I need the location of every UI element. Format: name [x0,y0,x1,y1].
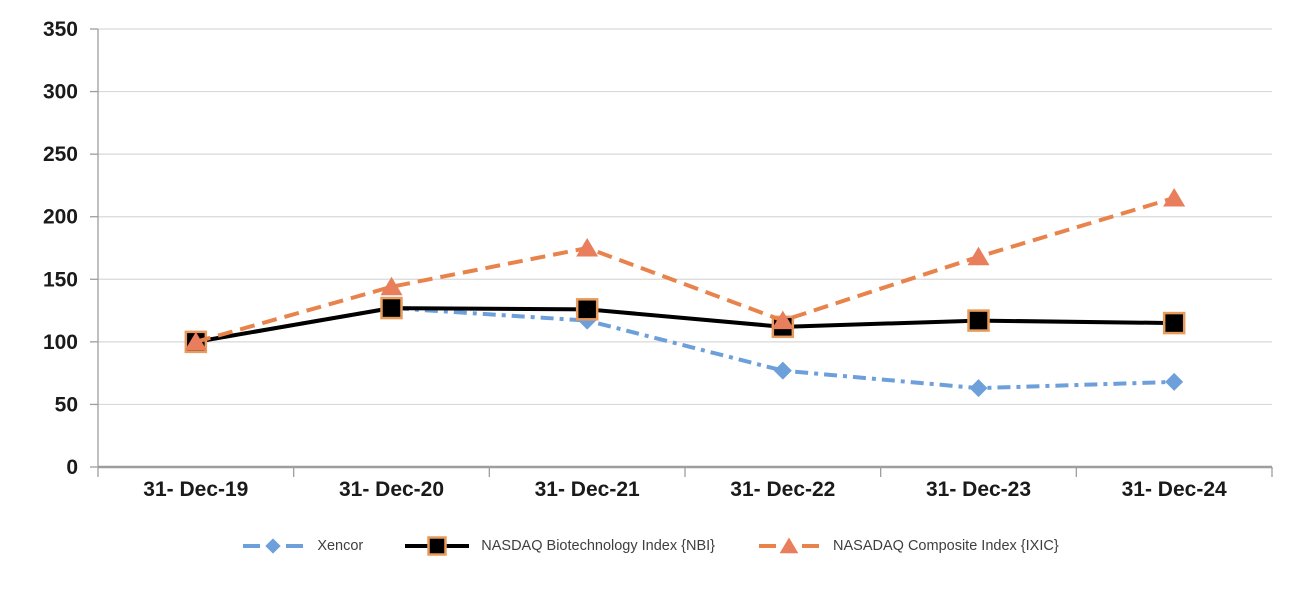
data-point-diamond [1165,372,1184,391]
x-tick-label: 31- Dec-20 [339,478,444,501]
series-xencor [186,299,1184,398]
y-tick-label: 0 [66,456,78,479]
legend-label: Xencor [317,538,364,554]
y-tick-label: 100 [43,331,78,354]
y-tick-label: 350 [43,18,78,41]
data-point-triangle [779,537,799,554]
data-point-diamond [773,361,792,380]
data-point-triangle [576,238,599,257]
y-tick-label: 150 [43,268,78,291]
y-tick-label: 200 [43,206,78,229]
data-point-square [575,298,599,321]
data-point-diamond [265,538,281,554]
legend-marker-square-icon [405,536,470,556]
legend-marker-diamond-icon [243,538,304,554]
series-line [195,196,1175,344]
series-nasadaq-composite-index-ixic [184,187,1186,351]
legend-item-nasdaq-biotechnology-index-nbi: NASDAQ Biotechnology Index {NBI} [405,533,715,559]
legend-label: NASDAQ Biotechnology Index {NBI} [481,538,716,554]
data-point-triangle [771,310,794,330]
y-tick-label: 250 [43,143,78,166]
x-tick-label: 31- Dec-24 [1122,478,1227,501]
y-tick-label: 300 [43,81,78,104]
y-tick-label: 50 [55,393,78,416]
series-line [195,306,1175,344]
chart-legend: Xencor NASDAQ Biotechnology Index {NBI} NA… [0,533,1300,559]
data-point-square [427,536,448,556]
x-tick-label: 31- Dec-22 [730,478,835,501]
legend-label: NASADAQ Composite Index {IXIC} [833,538,1059,554]
data-point-triangle [1163,187,1186,207]
legend-item-nasadaq-composite-index-ixic: NASADAQ Composite Index {IXIC} [757,533,1059,559]
x-tick-label: 31- Dec-23 [926,478,1031,501]
plot-area: 0 50 100 150 200 250 300 350 31- Dec-19 31- Dec-2… [43,18,1273,501]
data-point-square [380,296,403,320]
x-tick-label: 31- Dec-21 [535,478,640,501]
data-point-triangle [380,276,403,296]
data-point-triangle [967,246,990,266]
x-tick-label: 31- Dec-19 [143,478,248,501]
legend-marker-triangle-icon [759,537,820,554]
data-point-square [967,309,990,332]
legend-item-xencor: Xencor [241,533,363,559]
data-point-square [1162,311,1186,335]
series-nasdaq-biotechnology-index-nbi [184,296,1186,354]
data-point-triangle [184,331,207,351]
data-point-diamond [969,379,988,398]
